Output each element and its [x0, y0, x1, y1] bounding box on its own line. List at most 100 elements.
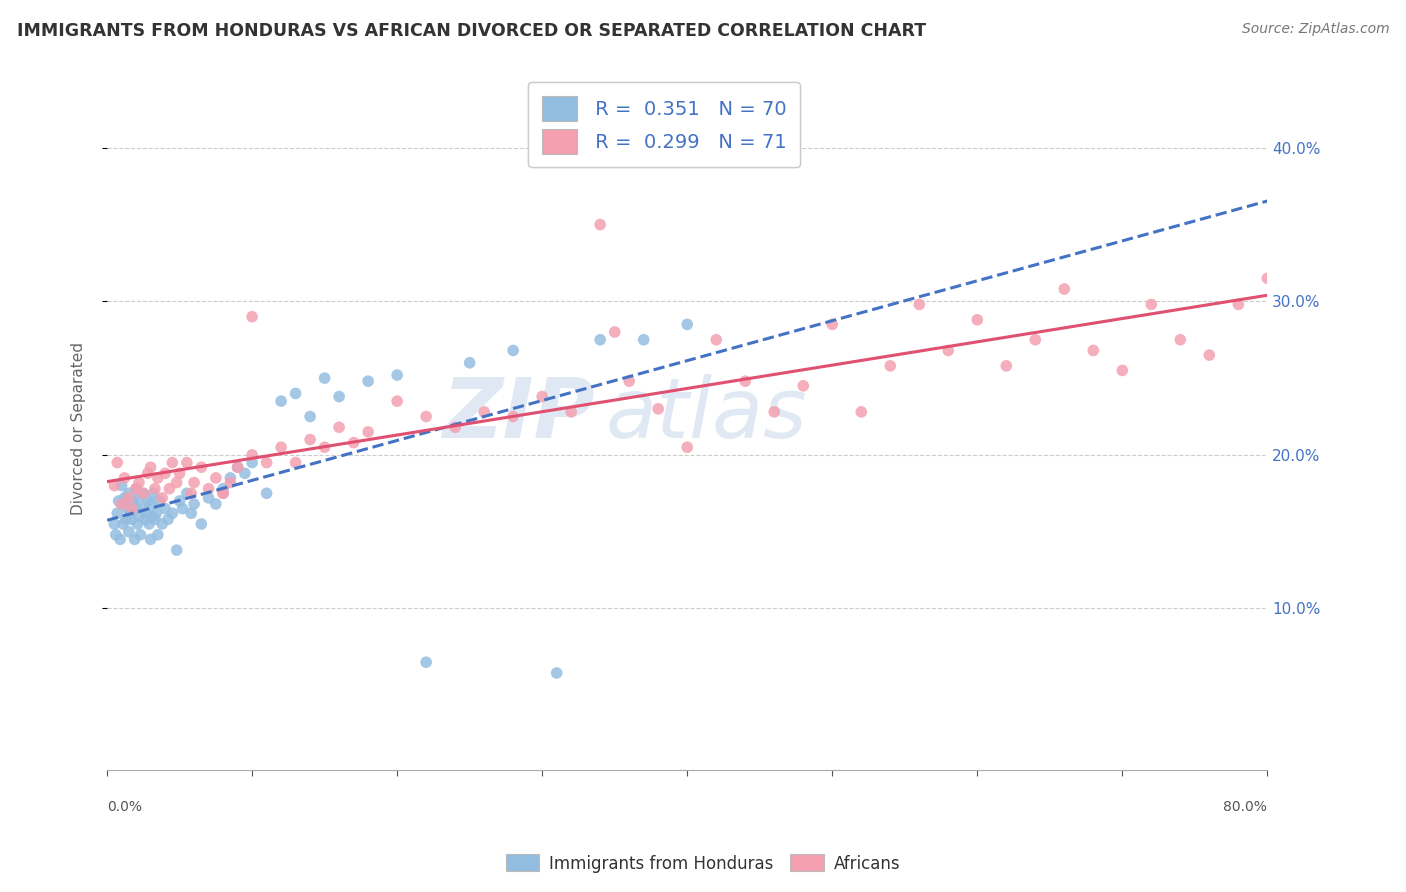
Point [676, 440, 699, 454]
Point [299, 433, 322, 447]
Point [143, 512, 166, 526]
Point [103, 516, 125, 531]
Point [128, 475, 150, 490]
Point [314, 440, 336, 454]
Point [162, 456, 184, 470]
Point [821, 318, 844, 332]
Point [183, 497, 205, 511]
Point [357, 374, 380, 388]
Point [328, 420, 350, 434]
Point [128, 509, 150, 524]
Point [284, 386, 307, 401]
Point [995, 359, 1018, 373]
Point [150, 516, 173, 531]
Point [205, 471, 228, 485]
Point [879, 359, 901, 373]
Y-axis label: Divorced or Separated: Divorced or Separated [72, 342, 86, 515]
Point [172, 501, 194, 516]
Point [150, 491, 173, 505]
Legend: Immigrants from Honduras, Africans: Immigrants from Honduras, Africans [499, 847, 907, 880]
Point [156, 512, 179, 526]
Point [226, 460, 249, 475]
Point [763, 405, 786, 419]
Point [284, 456, 307, 470]
Point [132, 486, 155, 500]
Text: 80.0%: 80.0% [1223, 800, 1267, 814]
Point [125, 482, 148, 496]
Point [103, 478, 125, 492]
Point [127, 516, 149, 531]
Legend:  R =  0.351   N = 70,  R =  0.299   N = 71: R = 0.351 N = 70, R = 0.299 N = 71 [529, 82, 800, 168]
Point [270, 440, 292, 454]
Point [142, 486, 165, 500]
Point [129, 527, 152, 541]
Point [270, 394, 292, 409]
Point [240, 456, 263, 470]
Text: ZIP: ZIP [441, 374, 595, 455]
Point [169, 467, 191, 481]
Point [104, 527, 127, 541]
Point [136, 467, 159, 481]
Point [328, 390, 350, 404]
Point [1227, 297, 1250, 311]
Point [546, 665, 568, 680]
Point [143, 482, 166, 496]
Point [589, 333, 612, 347]
Point [141, 509, 163, 524]
Point [219, 475, 242, 490]
Point [112, 516, 135, 531]
Point [299, 409, 322, 424]
Point [166, 475, 188, 490]
Point [560, 405, 582, 419]
Point [132, 486, 155, 500]
Point [603, 325, 626, 339]
Point [197, 482, 219, 496]
Point [1198, 348, 1220, 362]
Point [1256, 271, 1278, 285]
Point [125, 501, 148, 516]
Point [138, 516, 160, 531]
Point [908, 297, 931, 311]
Point [118, 491, 141, 505]
Point [153, 467, 176, 481]
Point [343, 435, 366, 450]
Point [851, 405, 873, 419]
Point [226, 460, 249, 475]
Point [176, 456, 198, 470]
Point [472, 405, 495, 419]
Point [619, 374, 641, 388]
Point [146, 527, 169, 541]
Point [1024, 333, 1046, 347]
Point [219, 471, 242, 485]
Point [1168, 333, 1191, 347]
Point [134, 512, 156, 526]
Point [256, 456, 278, 470]
Point [125, 482, 148, 496]
Point [936, 343, 959, 358]
Point [118, 486, 141, 500]
Point [110, 497, 132, 511]
Point [676, 318, 699, 332]
Point [458, 356, 481, 370]
Point [105, 456, 128, 470]
Point [166, 543, 188, 558]
Point [124, 533, 146, 547]
Point [148, 494, 170, 508]
Point [633, 333, 655, 347]
Point [139, 497, 162, 511]
Point [444, 420, 467, 434]
Point [385, 394, 408, 409]
Point [531, 390, 554, 404]
Text: Source: ZipAtlas.com: Source: ZipAtlas.com [1241, 22, 1389, 37]
Point [190, 460, 212, 475]
Point [107, 494, 129, 508]
Point [110, 478, 132, 492]
Point [734, 374, 756, 388]
Text: 0.0%: 0.0% [107, 800, 142, 814]
Point [139, 533, 162, 547]
Point [240, 310, 263, 324]
Point [704, 333, 727, 347]
Point [159, 482, 181, 496]
Point [146, 471, 169, 485]
Point [153, 501, 176, 516]
